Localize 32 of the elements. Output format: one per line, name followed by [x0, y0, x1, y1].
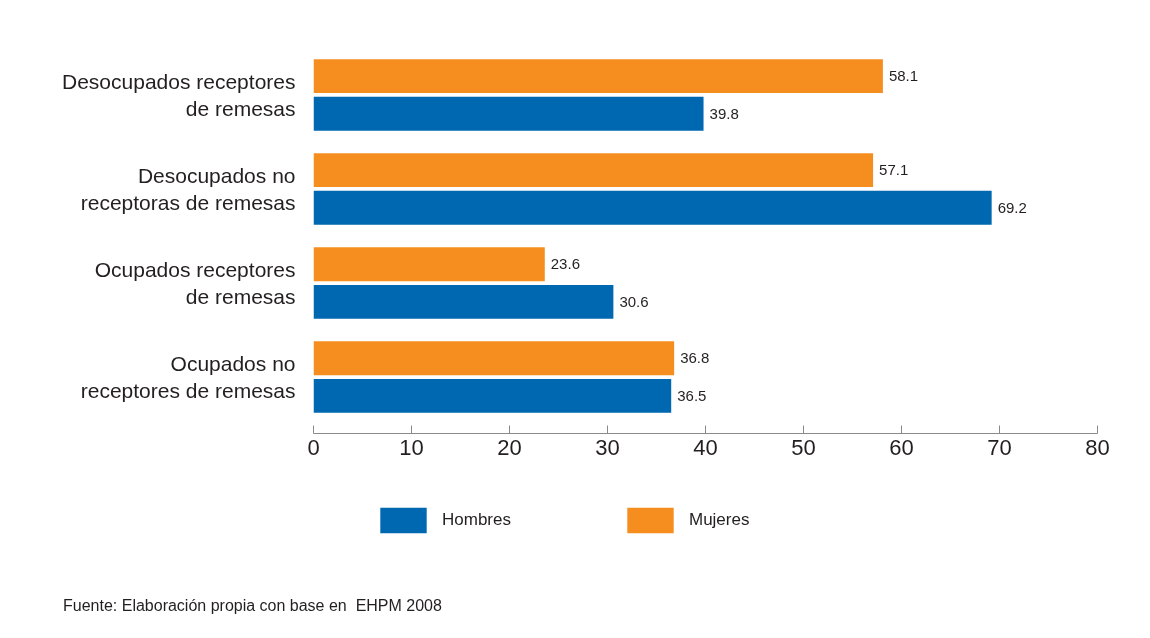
- data-label: 58.1: [888, 67, 919, 85]
- x-tick-label: 40: [693, 434, 718, 460]
- y-tick-label: Desocupados no receptoras de remesas: [80, 163, 296, 215]
- legend-label: Mujeres: [688, 510, 750, 530]
- x-tick-label: 70: [987, 434, 1012, 460]
- bar: [313, 378, 672, 413]
- bar: [313, 284, 614, 319]
- x-tick-label: 10: [399, 434, 424, 460]
- data-label: 39.8: [709, 104, 739, 122]
- source-note: Fuente: Elaboración propia con base en EHPM 2008: [63, 596, 442, 616]
- bar: [313, 190, 992, 225]
- data-label: 57.1: [879, 161, 909, 179]
- x-tick-label: 50: [791, 434, 816, 460]
- bar: [313, 341, 675, 376]
- bar: [313, 153, 874, 188]
- data-label: 36.5: [677, 386, 707, 404]
- x-tick-label: 30: [595, 434, 620, 460]
- data-label: 30.6: [619, 292, 649, 310]
- x-tick-label: 0: [307, 434, 320, 460]
- y-tick-label: Ocupados receptores de remesas: [94, 257, 296, 309]
- legend-label: Hombres: [442, 510, 511, 530]
- bar: [313, 247, 545, 282]
- data-label: 69.2: [997, 198, 1027, 216]
- bar: [313, 96, 704, 131]
- x-tick-label: 20: [497, 434, 522, 460]
- y-tick-label: Ocupados no receptores de remesas: [80, 351, 296, 403]
- x-tick-label: 60: [889, 434, 914, 460]
- x-tick-label: 80: [1085, 434, 1110, 460]
- y-tick-label: Desocupados receptores de remesas: [62, 69, 296, 121]
- bar: [313, 59, 883, 94]
- data-label: 23.6: [550, 255, 580, 273]
- data-label: 36.8: [680, 349, 710, 367]
